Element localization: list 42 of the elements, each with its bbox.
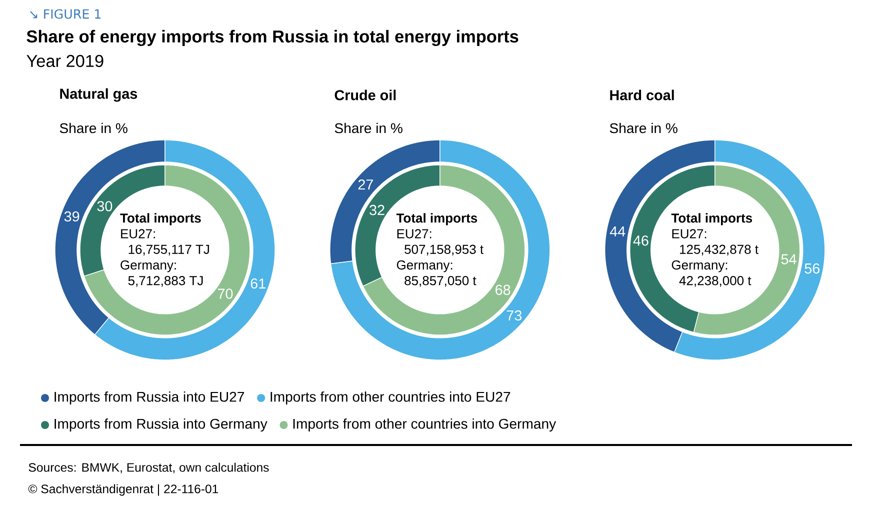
text: Germany: [120,260,176,272]
data-label: 44 [610,226,626,236]
text: Total imports [671,213,752,226]
legend-label: Imports from other countries into Germany [293,418,556,432]
data-label: 68 [496,284,510,295]
text: EU27: [397,229,432,238]
text: 125,432,878 t [680,244,758,256]
text: 507,158,953 t [404,244,484,256]
data-label: 73 [506,310,522,321]
legend-label: Imports from Russia into Germany [54,418,268,432]
text: EU27: [672,229,706,238]
text: 5,712,883 TJ [128,276,203,287]
source-note: Sources: BMWK, Eurostat, own calculations [28,462,269,474]
chart-title: Natural gas [60,88,138,102]
text: Germany: [672,260,728,272]
data-label: 46 [633,236,648,246]
text: 42,238,000 t [679,276,752,287]
chart-subtitle: Share in % [60,122,128,134]
chart-subtitle: Share in % [610,122,678,134]
text: Germany: [396,260,452,272]
text: EU27: [121,229,155,238]
chart-subtitle: Share in % [334,122,402,134]
text: Share of energy imports from Russia in total energy imports [26,30,518,46]
data-label: 32 [370,204,384,216]
text: Year 2019 [26,54,104,68]
data-label: 54 [781,254,796,264]
data-label: 39 [64,211,80,222]
data-label: 61 [250,278,266,289]
text: Total imports [120,213,201,226]
chart-title: Crude oil [334,90,396,100]
data-label: 70 [218,288,233,299]
legend-label: Imports from other countries into EU27 [270,391,510,405]
text: Total imports [396,213,478,226]
chart-title: Hard coal [610,90,674,100]
text: 16,755,117 TJ [128,244,209,256]
data-label: 56 [804,263,820,274]
data-label: 30 [97,201,112,212]
legend-label: Imports from Russia into EU27 [54,391,244,405]
data-label: 27 [358,179,373,190]
text: © Sachverständigenrat | 22-116-01 [28,484,218,496]
text: 85,857,050 t [404,276,476,287]
text: ↘ FIGURE 1 [30,9,101,19]
